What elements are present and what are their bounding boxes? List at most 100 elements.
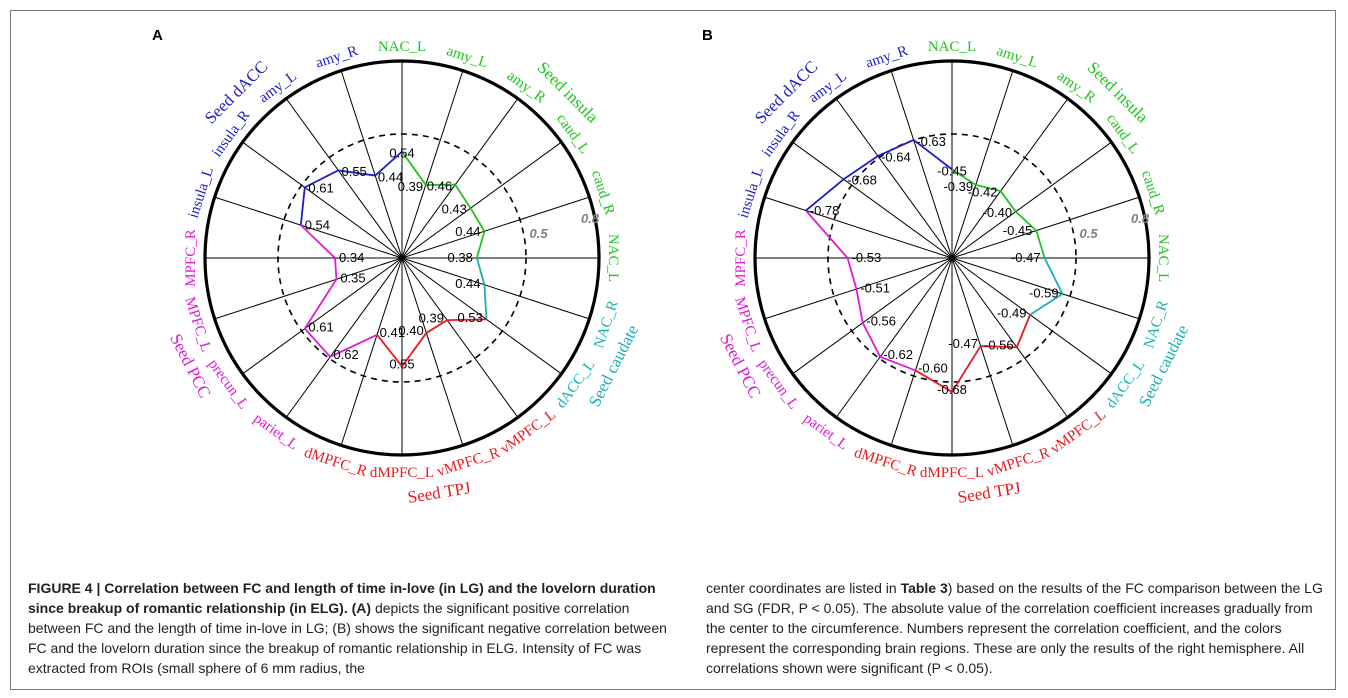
- outer-circle: [203, 59, 601, 457]
- data-line-segment: [334, 257, 338, 280]
- radar-spoke: [792, 141, 953, 259]
- region-label: MPFC_R: [183, 229, 199, 287]
- data-line-segment: [304, 278, 338, 330]
- radar-spoke: [951, 257, 1112, 375]
- data-line-segment: [877, 139, 915, 157]
- value-label: 0.61: [308, 181, 333, 196]
- figure-caption-left: FIGURE 4 | Correlation between FC and le…: [28, 578, 668, 678]
- value-label: -0.45: [1003, 223, 1033, 238]
- data-line-segment: [975, 184, 1001, 192]
- scale-label: 0.5: [530, 226, 549, 241]
- data-line-segment: [915, 369, 953, 393]
- data-line-segment: [329, 334, 378, 358]
- region-label: precun_L: [755, 356, 802, 412]
- region-label: vMPFC_L: [1048, 407, 1109, 458]
- caption-right-body: ) based on the results of the FC compari…: [706, 580, 1323, 676]
- data-line-segment: [376, 334, 403, 367]
- radar-spoke: [285, 257, 403, 418]
- value-label: -0.60: [918, 361, 948, 376]
- radar-spoke: [951, 257, 1014, 446]
- value-label: -0.78: [810, 203, 840, 218]
- value-label: 0.55: [341, 164, 366, 179]
- scale-label: 0.5: [1080, 226, 1099, 241]
- radar-spoke: [890, 257, 953, 446]
- data-line-segment: [843, 155, 879, 181]
- data-line-segment: [401, 332, 428, 367]
- value-label: -0.56: [866, 314, 896, 329]
- value-label: -0.45: [937, 163, 967, 178]
- region-label: insula_L: [736, 165, 767, 220]
- value-label: -0.64: [881, 150, 911, 165]
- radar-spoke: [764, 196, 953, 259]
- radar-spoke: [951, 98, 1069, 259]
- radar-spoke: [951, 257, 1069, 418]
- data-line-segment: [1016, 314, 1031, 348]
- data-line-segment: [951, 168, 977, 186]
- data-line-segment: [980, 345, 1017, 349]
- radar-spoke: [401, 70, 464, 259]
- value-label: 0.43: [442, 201, 467, 216]
- value-label: -0.68: [847, 172, 877, 187]
- value-label: 0.44: [378, 169, 403, 184]
- radar-spoke: [835, 257, 953, 418]
- region-label: NAC_L: [378, 39, 426, 55]
- data-line-segment: [454, 184, 472, 209]
- region-label: precun_L: [205, 356, 252, 412]
- dashed-reference-circle: [277, 133, 527, 383]
- radar-spoke: [242, 257, 403, 375]
- radar-spoke: [214, 257, 403, 320]
- data-line-segment: [300, 224, 336, 259]
- radar-spoke: [401, 257, 464, 446]
- value-label: -0.40: [982, 205, 1012, 220]
- scale-label: 0.8: [1131, 211, 1150, 226]
- value-label: 0.54: [305, 218, 330, 233]
- value-label: -0.51: [860, 280, 890, 295]
- region-label: NAC_L: [1155, 234, 1171, 282]
- caption-left-body: depicts the significant positive correla…: [28, 600, 667, 676]
- value-label: 0.35: [340, 271, 365, 286]
- region-label: dMPFC_L: [920, 465, 984, 481]
- outer-circle: [753, 59, 1151, 457]
- region-label: insula_L: [186, 165, 217, 220]
- radar-spoke: [401, 257, 562, 375]
- caption-title: FIGURE 4 | Correlation between FC and le…: [28, 580, 656, 616]
- seed-label: Seed TPJ: [406, 478, 472, 507]
- value-label: -0.62: [883, 347, 913, 362]
- region-label: NAC_L: [605, 234, 621, 282]
- radar-spoke: [951, 257, 1140, 320]
- data-line-segment: [447, 318, 487, 322]
- radar-spoke: [340, 257, 403, 446]
- data-line-segment: [861, 322, 882, 358]
- value-label: -0.47: [948, 336, 978, 351]
- data-line-segment: [483, 284, 488, 320]
- caption-right-pre: center coordinates are listed in: [706, 580, 897, 596]
- region-label: pariet_L: [250, 411, 301, 454]
- value-label: 0.39: [419, 311, 444, 326]
- caption-table-ref: Table 3: [900, 580, 948, 596]
- radar-spoke: [951, 70, 1014, 259]
- data-line-segment: [401, 151, 427, 186]
- value-label: 0.40: [398, 323, 423, 338]
- data-line-segment: [846, 257, 858, 290]
- data-line-segment: [469, 207, 486, 232]
- value-label: -0.47: [1011, 250, 1041, 265]
- data-line-segment: [1035, 230, 1046, 259]
- radar-spoke: [401, 98, 519, 259]
- radar-spoke: [835, 98, 953, 259]
- panel-letter: B: [702, 27, 713, 44]
- data-line-segment: [805, 209, 849, 259]
- radar-spoke: [214, 196, 403, 259]
- value-label: 0.61: [308, 319, 333, 334]
- value-label: 0.39: [398, 179, 423, 194]
- figure-frame: [10, 10, 1336, 690]
- value-label: -0.56: [984, 338, 1014, 353]
- data-line-segment: [475, 230, 486, 259]
- data-line-segment: [299, 187, 306, 226]
- data-line-segment: [951, 345, 982, 393]
- value-label: -0.42: [968, 185, 998, 200]
- data-line-segment: [1029, 293, 1064, 316]
- dashed-reference-circle: [827, 133, 1077, 383]
- value-label: 0.44: [455, 224, 480, 239]
- region-label: MPFC_R: [733, 229, 749, 287]
- value-label: 0.41: [380, 325, 405, 340]
